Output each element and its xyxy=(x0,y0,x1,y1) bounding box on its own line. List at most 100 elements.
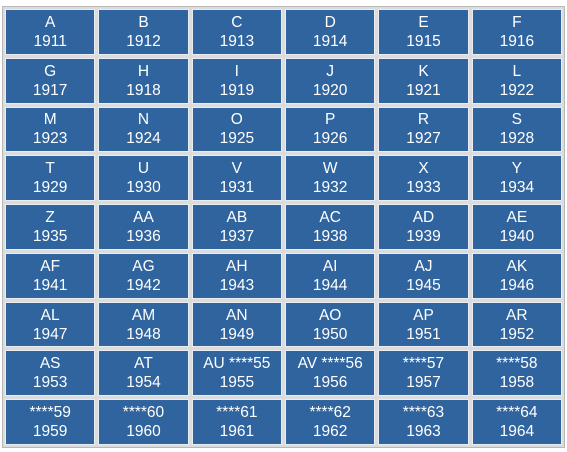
cell-code: AK xyxy=(506,257,528,275)
cell-year: 1934 xyxy=(499,179,535,197)
cell-year: 1924 xyxy=(126,130,161,148)
table-cell: G 1917 xyxy=(5,57,96,104)
table-cell: L 1922 xyxy=(471,57,562,104)
cell-year: 1959 xyxy=(32,423,68,441)
table-cell: F 1916 xyxy=(471,9,562,55)
table-cell: ****60 1960 xyxy=(98,399,189,445)
table-cell: AV ****56 1956 xyxy=(285,350,376,397)
cell-year: 1925 xyxy=(219,130,255,148)
table-cell: J 1920 xyxy=(285,57,376,104)
cell-year: 1913 xyxy=(219,32,255,50)
table-cell: N 1924 xyxy=(98,106,189,153)
table-cell: S 1928 xyxy=(471,106,562,153)
table-cell: AS 1953 xyxy=(5,350,96,397)
table-cell: K 1921 xyxy=(378,57,469,104)
cell-code: V xyxy=(231,160,242,178)
cell-year: 1933 xyxy=(406,179,441,197)
cell-year: 1961 xyxy=(219,423,255,441)
cell-year: 1916 xyxy=(499,32,535,50)
cell-year: 1914 xyxy=(312,32,348,50)
table-cell: ****58 1958 xyxy=(471,350,562,397)
cell-code: D xyxy=(324,13,336,31)
cell-year: 1921 xyxy=(406,81,441,99)
table-cell: W 1932 xyxy=(285,155,376,202)
table-cell: AI 1944 xyxy=(285,252,376,299)
table-cell: AC 1938 xyxy=(285,204,376,250)
cell-year: 1917 xyxy=(32,81,68,99)
cell-code: S xyxy=(511,111,522,129)
table-cell: AR 1952 xyxy=(471,301,562,348)
cell-code: ****60 xyxy=(122,404,165,422)
cell-code: AA xyxy=(133,208,154,226)
cell-code: AS xyxy=(39,355,61,373)
cell-code: E xyxy=(418,13,429,31)
cell-code: AD xyxy=(412,208,435,226)
cell-code: AF xyxy=(40,257,61,275)
cell-year: 1963 xyxy=(406,423,441,441)
cell-code: AC xyxy=(319,208,341,226)
cell-code: F xyxy=(512,13,522,31)
cell-year: 1943 xyxy=(219,276,255,294)
cell-code: C xyxy=(231,13,243,31)
cell-code: ****64 xyxy=(496,404,538,422)
cell-code: K xyxy=(418,62,429,80)
cell-code: AH xyxy=(226,257,248,275)
cell-code: AJ xyxy=(414,257,433,275)
table-cell: V 1931 xyxy=(191,155,282,202)
cell-year: 1931 xyxy=(219,179,255,197)
cell-code: L xyxy=(512,62,522,80)
cell-code: M xyxy=(43,111,57,129)
cell-year: 1915 xyxy=(406,32,441,50)
cell-year: 1938 xyxy=(312,227,348,245)
cell-year: 1954 xyxy=(126,374,161,392)
table-cell: X 1933 xyxy=(378,155,469,202)
cell-code: AO xyxy=(318,306,342,324)
cell-year: 1922 xyxy=(499,81,535,99)
table-cell: ****61 1961 xyxy=(191,399,282,445)
table-cell: AK 1946 xyxy=(471,252,562,299)
table-cell: AT 1954 xyxy=(98,350,189,397)
cell-code: Y xyxy=(511,160,522,178)
cell-year: 1927 xyxy=(406,130,441,148)
table-cell: Z 1935 xyxy=(5,204,96,250)
table-cell: ****59 1959 xyxy=(5,399,96,445)
cell-year: 1928 xyxy=(499,130,535,148)
table-cell: AA 1936 xyxy=(98,204,189,250)
cell-year: 1962 xyxy=(312,423,348,441)
cell-year: 1930 xyxy=(126,179,161,197)
table-cell: AJ 1945 xyxy=(378,252,469,299)
cell-code: A xyxy=(44,13,56,31)
table-cell: I 1919 xyxy=(191,57,282,104)
table-cell: AE 1940 xyxy=(471,204,562,250)
cell-code: U xyxy=(137,160,150,178)
table-cell: R 1927 xyxy=(378,106,469,153)
cell-year: 1960 xyxy=(126,423,161,441)
cell-code: AM xyxy=(131,306,156,324)
table-cell: C 1913 xyxy=(191,9,282,55)
cell-year: 1941 xyxy=(32,276,68,294)
table-cell: AO 1950 xyxy=(285,301,376,348)
cell-code: ****57 xyxy=(402,355,445,373)
cell-year: 1951 xyxy=(406,325,441,343)
cell-code: B xyxy=(138,13,149,31)
table-cell: AP 1951 xyxy=(378,301,469,348)
cell-year: 1957 xyxy=(406,374,441,392)
table-cell: AL 1947 xyxy=(5,301,96,348)
table-cell: P 1926 xyxy=(285,106,376,153)
cell-code: AE xyxy=(506,208,528,226)
cell-code: R xyxy=(417,111,430,129)
cell-code: AU ****55 xyxy=(203,355,271,373)
cell-year: 1920 xyxy=(312,81,348,99)
cell-code: Z xyxy=(45,208,55,226)
cell-year: 1940 xyxy=(499,227,535,245)
table-cell: Y 1934 xyxy=(471,155,562,202)
table-cell: AG 1942 xyxy=(98,252,189,299)
cell-year: 1949 xyxy=(219,325,255,343)
table-cell: H 1918 xyxy=(98,57,189,104)
table-cell: AD 1939 xyxy=(378,204,469,250)
cell-year: 1937 xyxy=(219,227,255,245)
cell-year: 1953 xyxy=(32,374,68,392)
cell-code: O xyxy=(230,111,243,129)
cell-year: 1912 xyxy=(126,32,161,50)
cell-year: 1964 xyxy=(499,423,535,441)
